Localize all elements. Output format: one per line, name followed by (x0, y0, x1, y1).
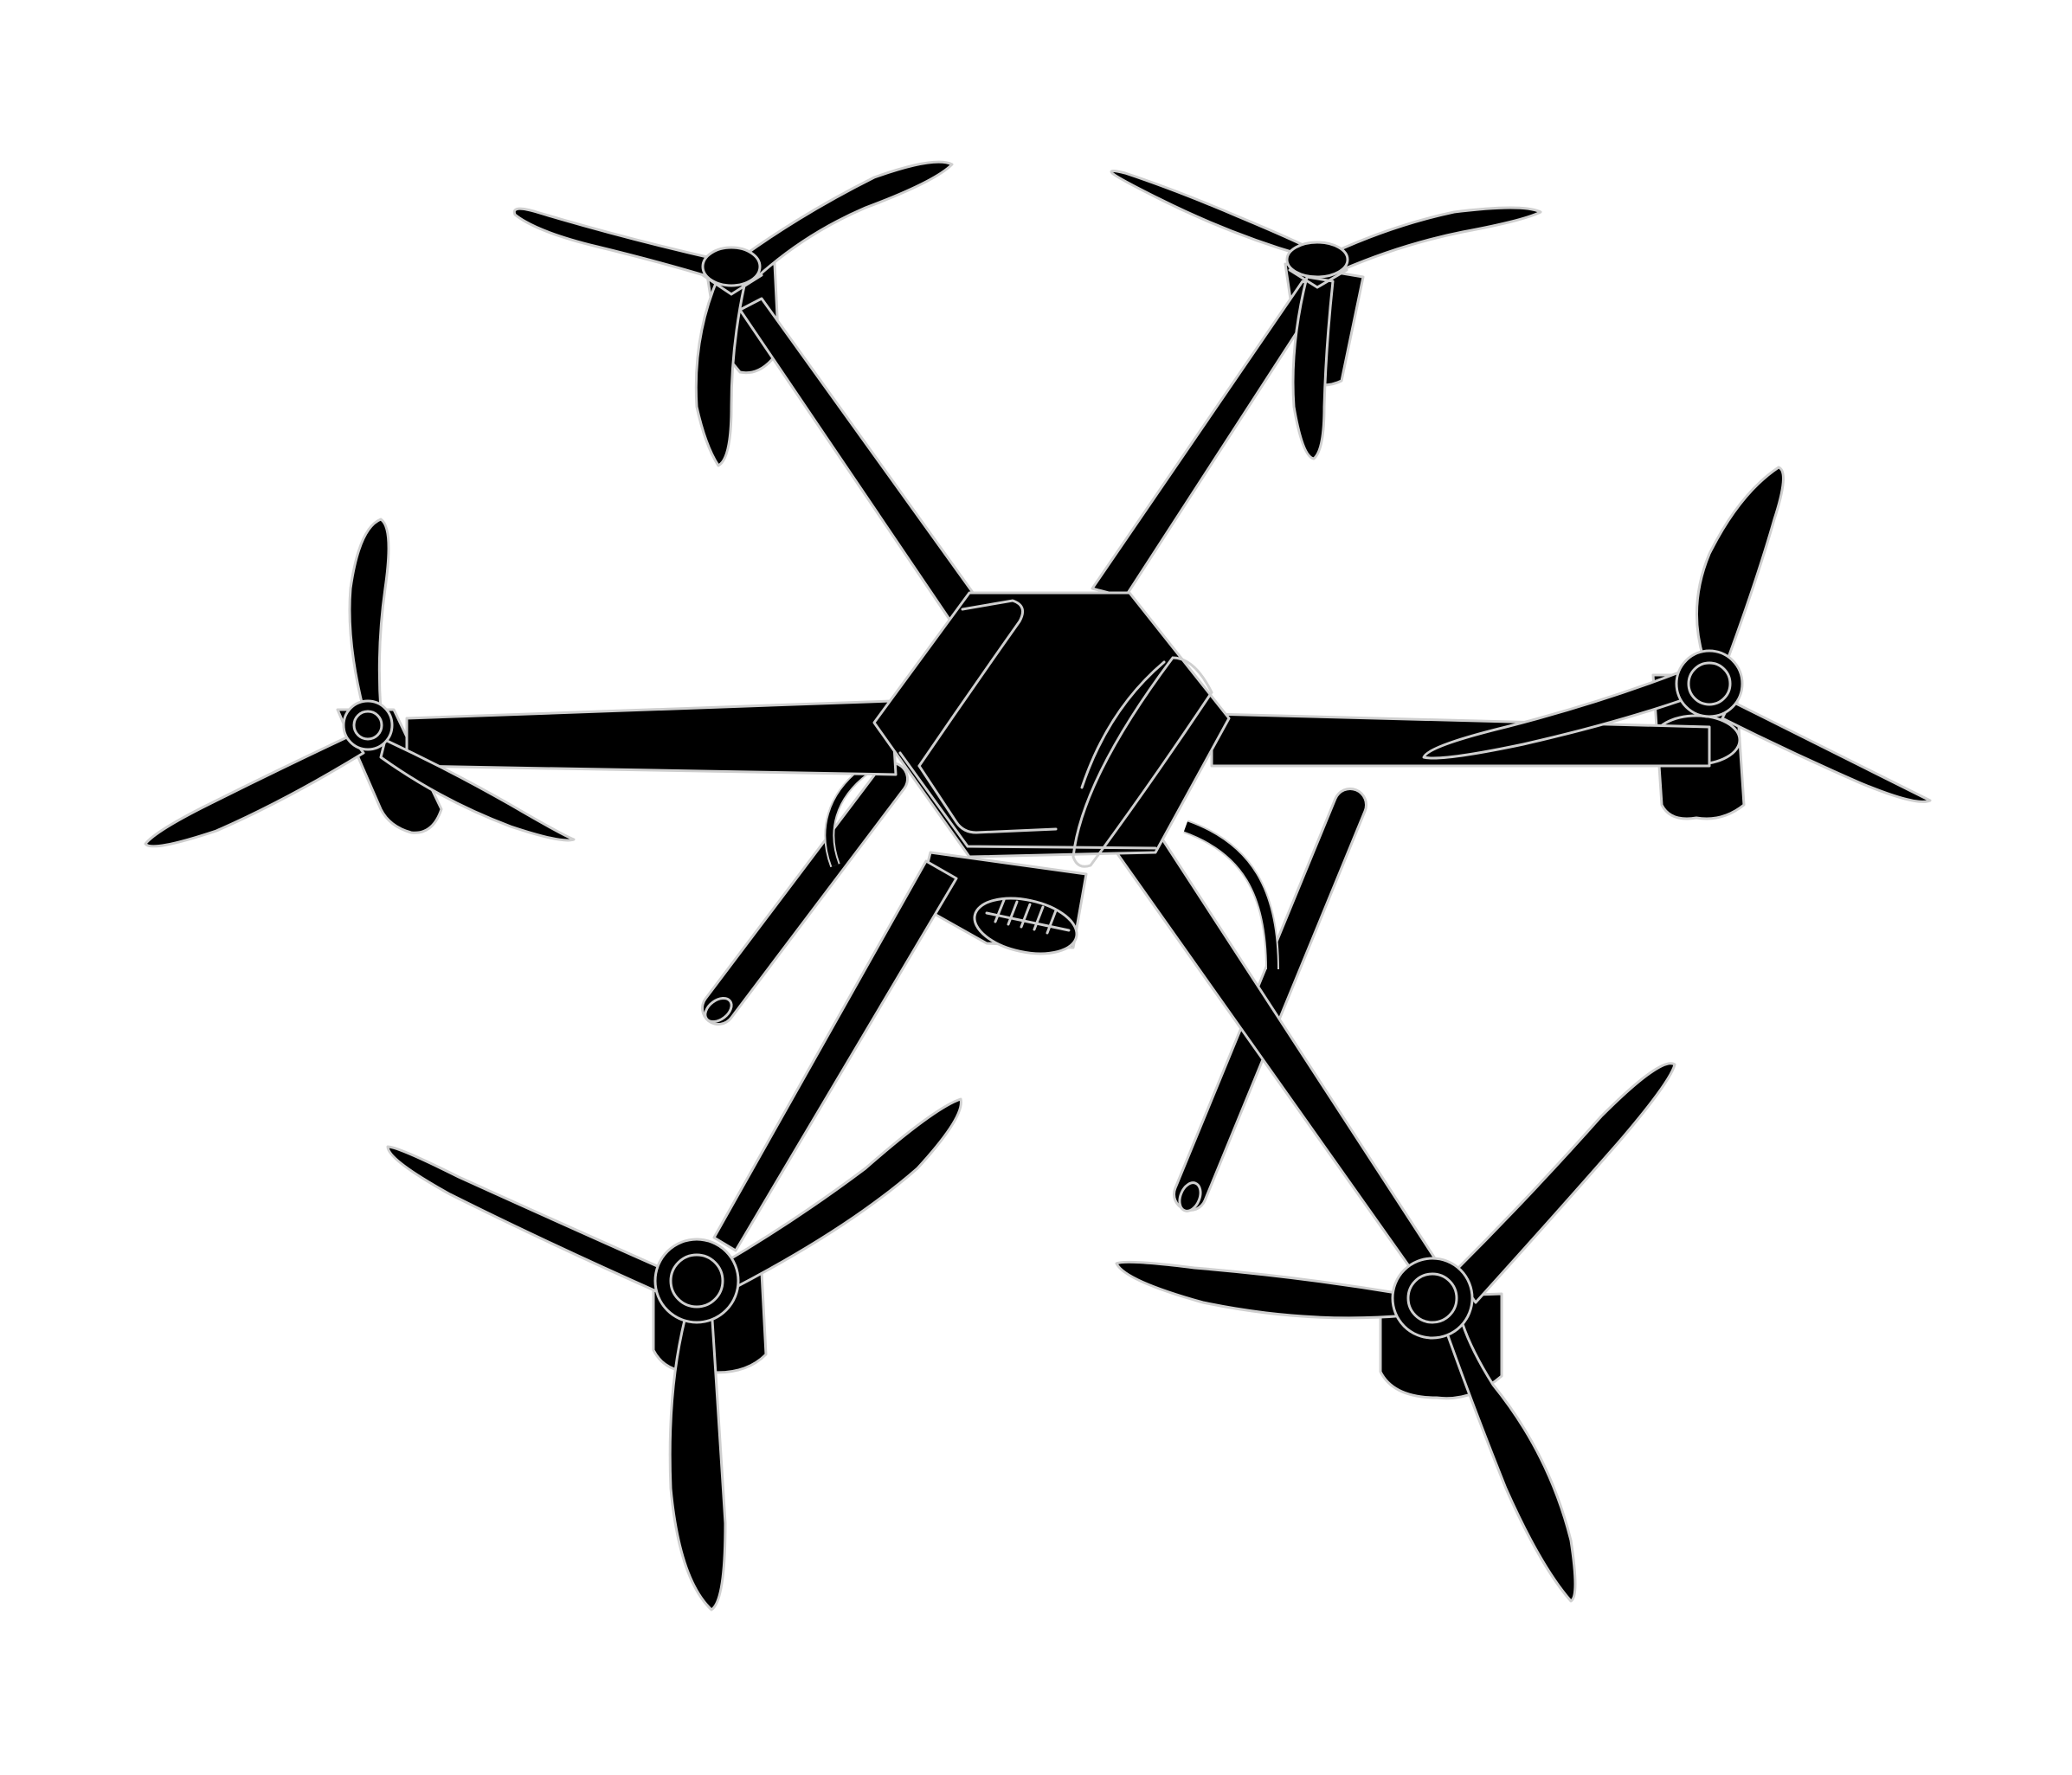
camera-gimbal-icon (916, 851, 1088, 955)
propeller-right-icon (1422, 466, 1932, 803)
propeller-top-left-icon (512, 160, 954, 467)
landing-gear-left-icon (701, 762, 909, 1026)
propeller-bottom-left-icon (386, 1097, 962, 1611)
propeller-top-right-icon (1110, 170, 1542, 460)
propeller-left-icon (144, 518, 576, 848)
propeller-bottom-right-icon (1115, 1062, 1676, 1603)
landing-gear-right-icon (1173, 788, 1367, 1212)
cable-icon (824, 766, 1279, 970)
central-hub-icon (872, 591, 1231, 868)
